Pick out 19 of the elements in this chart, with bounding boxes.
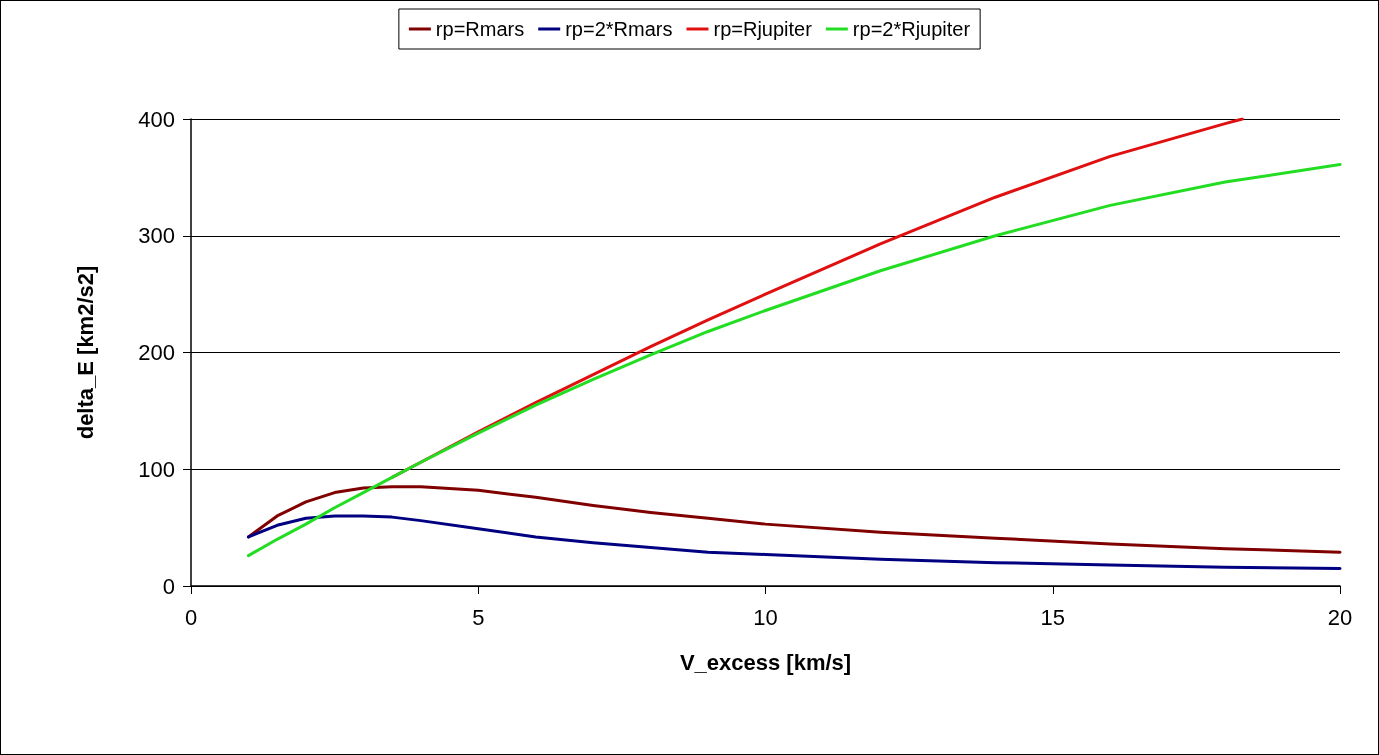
x-tick-label: 5 <box>472 604 485 630</box>
x-tick-label: 10 <box>753 604 778 630</box>
legend-label: rp=2*Rmars <box>565 18 673 40</box>
x-tick-label: 20 <box>1327 604 1353 630</box>
x-tick-label: 15 <box>1040 604 1065 630</box>
x-axis-title: V_excess [km/s] <box>679 649 852 675</box>
y-axis-title: delta_E [km2/s2] <box>72 265 98 440</box>
legend-label: rp=Rmars <box>435 18 525 40</box>
legend-label: rp=Rjupiter <box>713 18 813 40</box>
legend-label: rp=2*Rjupiter <box>852 18 971 40</box>
y-tick-label: 0 <box>162 573 175 599</box>
y-tick-label: 400 <box>138 106 175 132</box>
y-tick-label: 200 <box>138 340 175 365</box>
y-tick-label: 300 <box>138 223 175 249</box>
x-tick-label: 0 <box>184 604 198 630</box>
y-tick-label: 100 <box>138 456 175 482</box>
line-series <box>246 163 1342 558</box>
line-series <box>246 485 1342 554</box>
line-series <box>246 514 1342 570</box>
